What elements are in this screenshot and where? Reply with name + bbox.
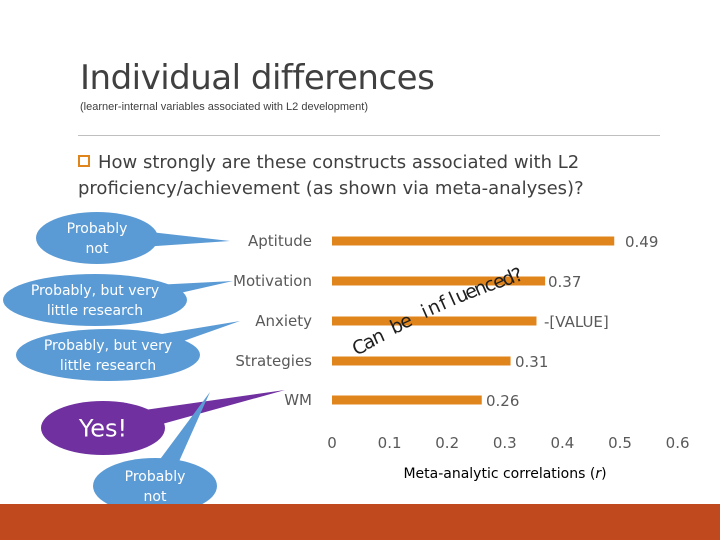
x-tick-label: 0.3 xyxy=(493,434,517,452)
bar xyxy=(332,356,511,366)
callout-bubble xyxy=(36,212,158,264)
slide-title: Individual differences xyxy=(80,58,435,98)
bar xyxy=(332,316,537,326)
callout-text: Probably xyxy=(67,221,128,237)
data-label: 0.31 xyxy=(515,353,548,371)
callout-text: Probably, but very xyxy=(31,283,159,299)
category-label: WM xyxy=(284,391,312,409)
checkbox-bullet-icon xyxy=(78,155,90,167)
category-label: Motivation xyxy=(233,272,312,290)
callout-text: Yes! xyxy=(78,414,127,442)
data-label: 0.37 xyxy=(548,273,581,291)
x-tick-label: 0 xyxy=(327,434,337,452)
bar xyxy=(332,395,482,405)
x-tick-label: 0.6 xyxy=(666,434,690,452)
callout-text: not xyxy=(86,241,109,257)
x-tick-label: 0.1 xyxy=(378,434,402,452)
callout-text: not xyxy=(144,489,167,505)
callout-bubble xyxy=(93,458,217,514)
x-tick-label: 0.2 xyxy=(435,434,459,452)
bar xyxy=(332,276,546,286)
callout-bubble xyxy=(16,329,200,381)
data-label: -[VALUE] xyxy=(544,313,609,331)
question-line-1: How strongly are these constructs associ… xyxy=(98,152,580,173)
category-label: Anxiety xyxy=(255,312,312,330)
callout-text: little research xyxy=(47,303,143,319)
callout-text: little research xyxy=(60,358,156,374)
x-tick-label: 0.5 xyxy=(608,434,632,452)
category-label: Aptitude xyxy=(248,232,312,250)
callout-text: Probably xyxy=(125,469,186,485)
question-line-2: proficiency/achievement (as shown via me… xyxy=(78,178,584,199)
callout-text: Probably, but very xyxy=(44,338,172,354)
data-label: 0.26 xyxy=(486,392,519,410)
question-text: How strongly are these constructs associ… xyxy=(78,150,638,202)
slide-subtitle: (learner-internal variables associated w… xyxy=(80,101,368,113)
x-tick-label: 0.4 xyxy=(550,434,574,452)
category-label: Strategies xyxy=(235,352,312,370)
data-label: 0.49 xyxy=(625,233,658,251)
x-axis-title: Meta-analytic correlations (r) xyxy=(403,466,607,482)
bar xyxy=(332,236,615,246)
callout-bubble-yes xyxy=(41,401,165,455)
footer-bar xyxy=(0,504,720,540)
title-divider xyxy=(78,135,660,136)
callout-bubble xyxy=(3,274,187,326)
